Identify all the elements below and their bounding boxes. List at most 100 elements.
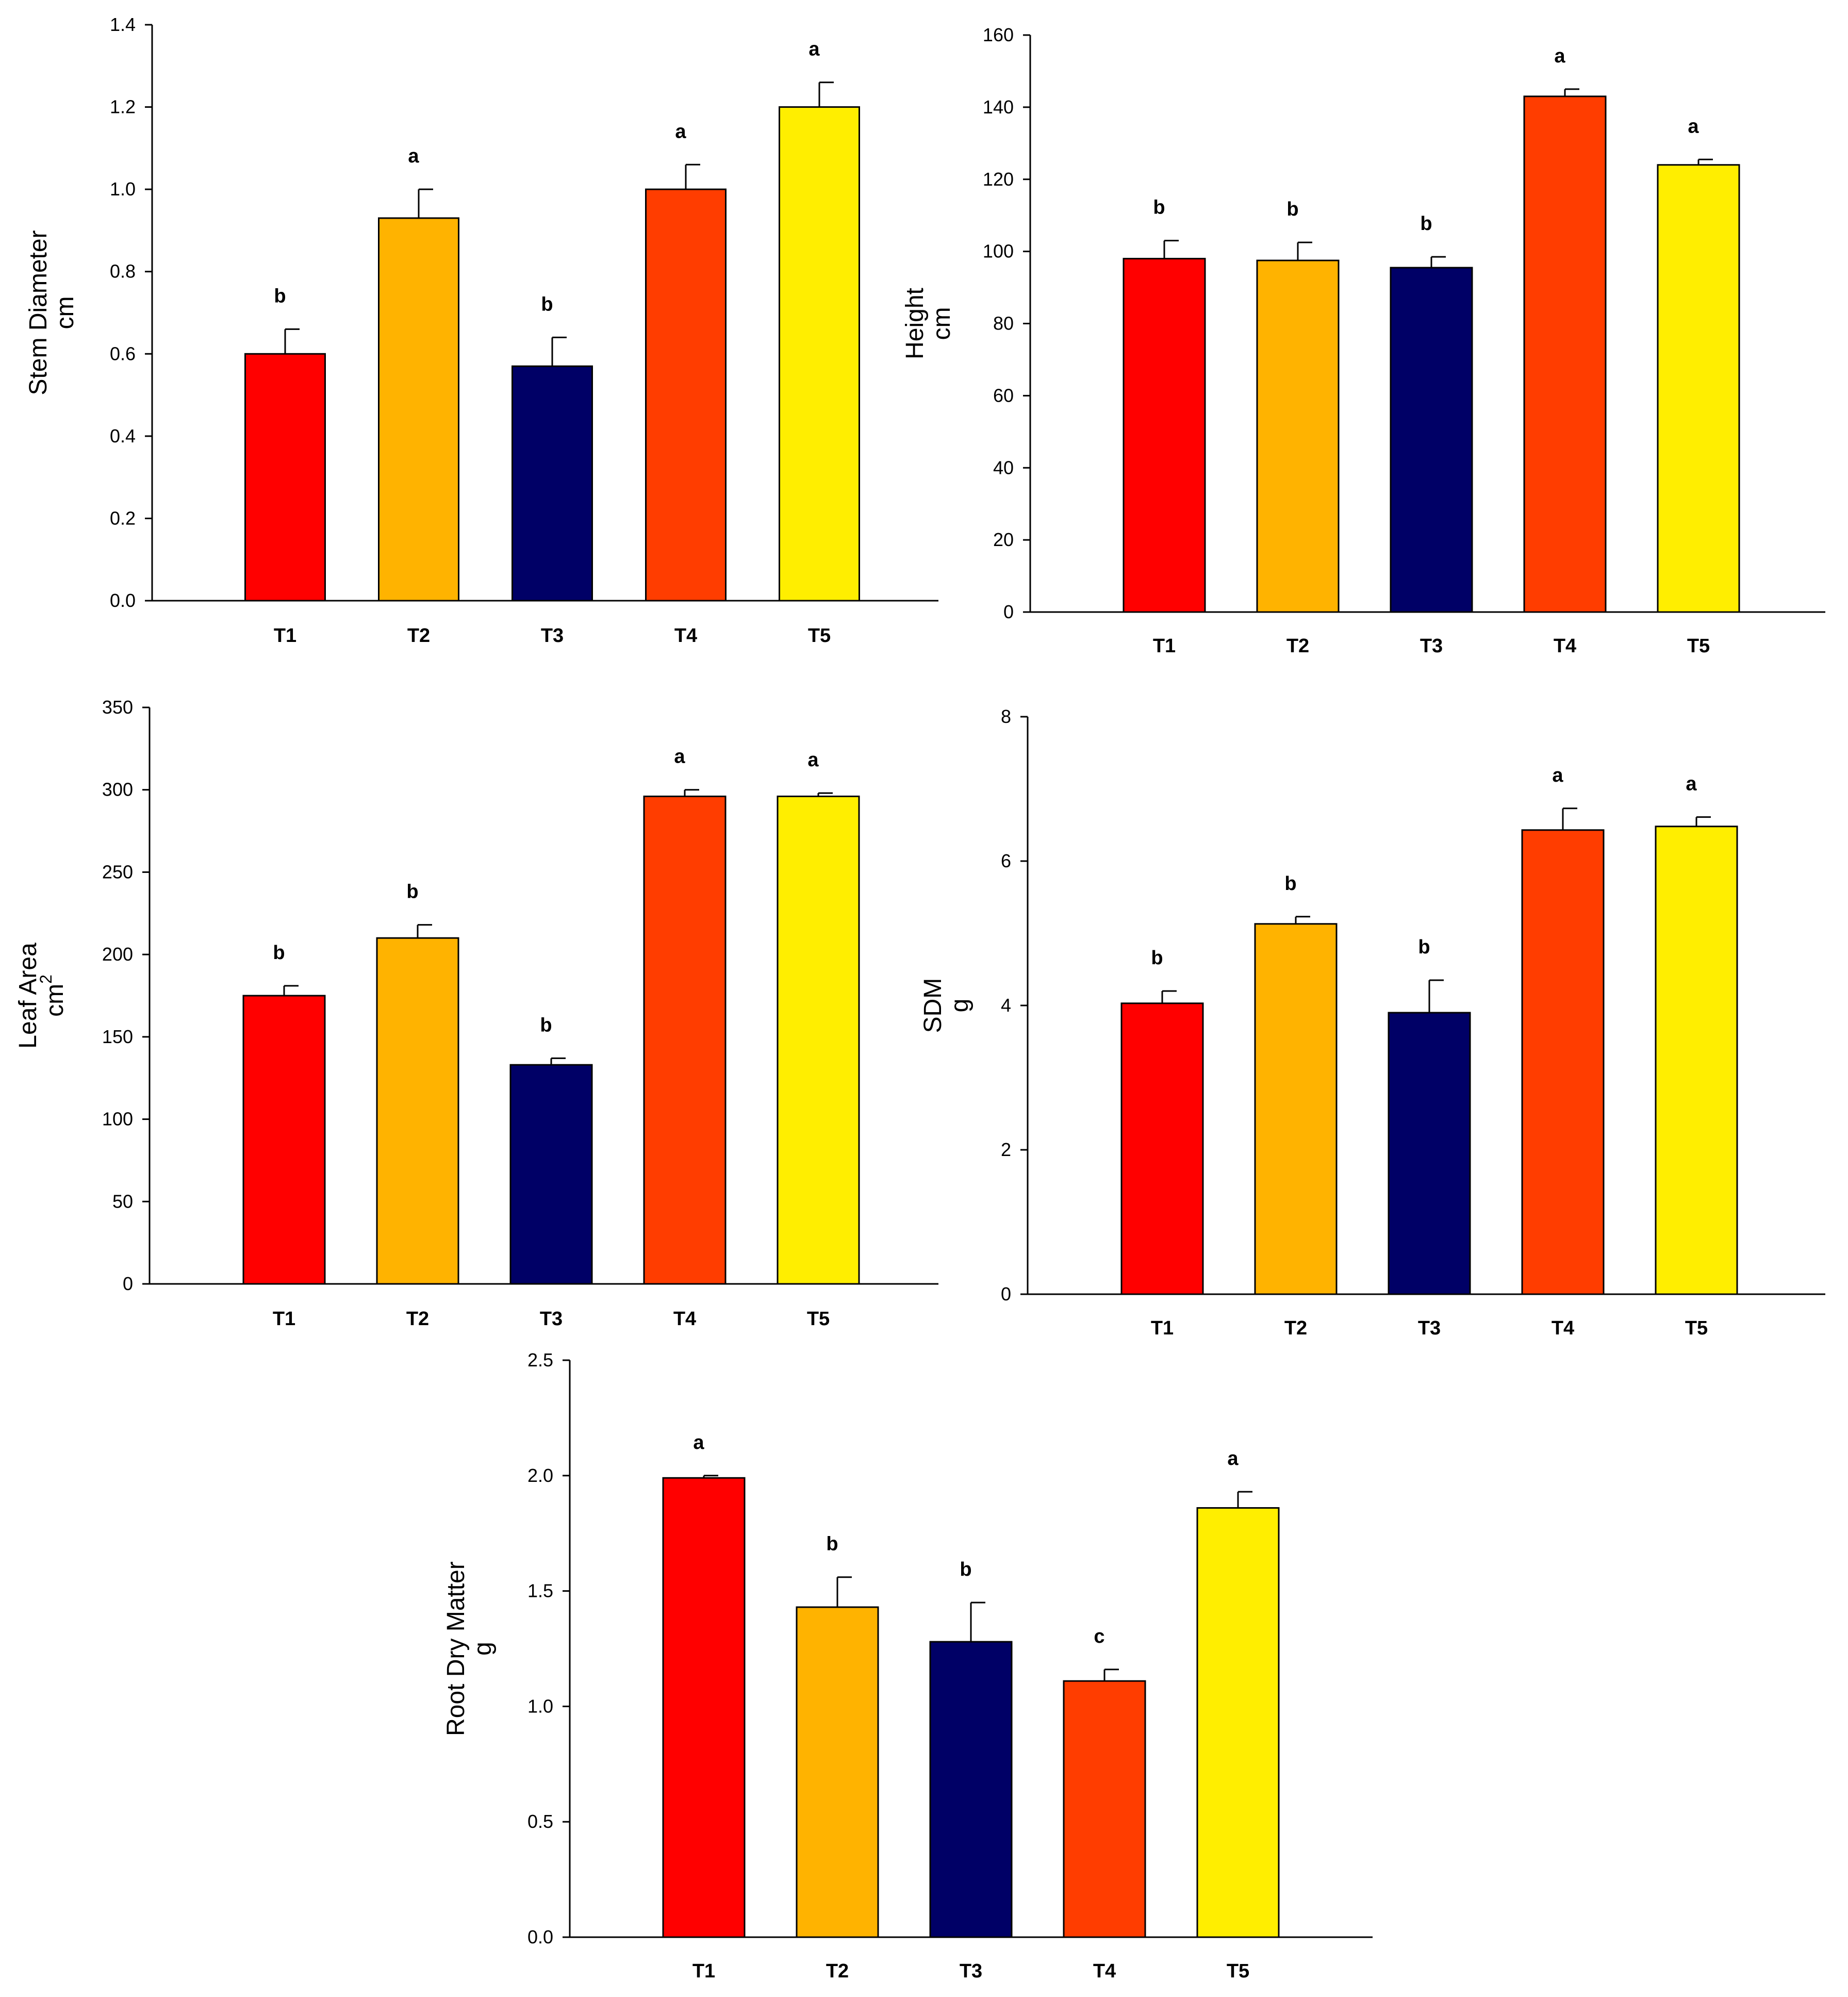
leaf-area-significance-t5: a bbox=[807, 749, 819, 771]
height-y-tick-label: 20 bbox=[993, 529, 1014, 550]
root-dry-matter-panel: 0.0 0.5 1.0 1.5 2.0 2.5 a T1 b T2 b T3 c T4 a T5 Root Dr… bbox=[442, 1349, 1373, 1982]
stem-diameter-y-tick-label: 0.8 bbox=[110, 261, 136, 282]
stem-diameter-y-tick-label: 0.2 bbox=[110, 507, 136, 529]
root-dry-matter-unit: g bbox=[469, 1642, 497, 1656]
height-category-label-t4: T4 bbox=[1554, 635, 1576, 657]
leaf-area-unit-superscript: 2 bbox=[37, 975, 55, 984]
height-significance-t1: b bbox=[1153, 197, 1165, 219]
height-panel: 0 20 40 60 80 100 120 140 160 b T1 b T2 b T3 a T4 a T5 Heig… bbox=[901, 24, 1825, 657]
sdm-category-label-t4: T4 bbox=[1552, 1317, 1574, 1339]
leaf-area-bar-t2 bbox=[376, 937, 459, 1285]
height-y-tick-label: 140 bbox=[983, 96, 1014, 118]
sdm-bar-t2 bbox=[1254, 923, 1338, 1295]
stem-diameter-significance-t5: a bbox=[808, 39, 820, 60]
root-dry-matter-category-label-t3: T3 bbox=[960, 1960, 982, 1982]
height-y-tick-label: 80 bbox=[993, 313, 1014, 334]
height-bar-t5 bbox=[1657, 164, 1740, 613]
leaf-area-significance-t1: b bbox=[273, 942, 285, 964]
stem-diameter-y-tick-label: 1.0 bbox=[110, 178, 136, 200]
leaf-area-unit: cm bbox=[41, 984, 69, 1017]
sdm-bar-t3 bbox=[1388, 1012, 1471, 1295]
leaf-area-y-tick-label: 150 bbox=[102, 1026, 133, 1047]
leaf-area-y-tick-label: 50 bbox=[112, 1191, 133, 1212]
stem-diameter-y-axis-title: Stem Diameter cm bbox=[25, 230, 79, 395]
root-dry-matter-category-label-t2: T2 bbox=[826, 1960, 849, 1982]
root-dry-matter-bar-t1 bbox=[662, 1477, 746, 1938]
stem-diameter-bar-t4 bbox=[645, 188, 727, 602]
root-dry-matter-y-tick-label: 2.0 bbox=[527, 1465, 553, 1486]
root-dry-matter-y-tick-label: 1.0 bbox=[527, 1695, 553, 1717]
stem-diameter-y-tick-label: 0.0 bbox=[110, 590, 136, 611]
sdm-category-label-t1: T1 bbox=[1151, 1317, 1174, 1339]
leaf-area-category-label-t2: T2 bbox=[406, 1308, 429, 1330]
sdm-significance-t4: a bbox=[1552, 765, 1563, 786]
height-category-label-t1: T1 bbox=[1153, 635, 1176, 657]
height-category-label-t3: T3 bbox=[1420, 635, 1443, 657]
sdm-significance-t3: b bbox=[1418, 936, 1430, 958]
height-y-tick-label: 40 bbox=[993, 457, 1014, 478]
sdm-panel: 0 2 4 6 8 b T1 b T2 b T3 a T4 a T5 SDM g bbox=[919, 706, 1825, 1339]
height-y-tick-label: 100 bbox=[983, 241, 1014, 262]
leaf-area-bar-t1 bbox=[242, 995, 326, 1285]
height-bar-t2 bbox=[1256, 259, 1340, 613]
leaf-area-y-tick-label: 100 bbox=[102, 1109, 133, 1130]
root-dry-matter-y-tick-label: 0.0 bbox=[527, 1926, 553, 1948]
stem-diameter-bar-t5 bbox=[779, 106, 860, 602]
root-dry-matter-y-axis-title-main: Root Dry Matter bbox=[442, 1561, 470, 1736]
root-dry-matter-significance-t1: a bbox=[693, 1432, 704, 1454]
height-bar-t4 bbox=[1523, 95, 1607, 613]
leaf-area-bar-t4 bbox=[643, 795, 727, 1285]
sdm-y-tick-label: 6 bbox=[1001, 850, 1011, 871]
leaf-area-y-tick-label: 200 bbox=[102, 944, 133, 965]
height-significance-t4: a bbox=[1554, 45, 1565, 67]
leaf-area-bar-t3 bbox=[509, 1064, 593, 1285]
sdm-y-axis-title: SDM g bbox=[919, 978, 974, 1033]
sdm-category-label-t5: T5 bbox=[1685, 1317, 1708, 1339]
root-dry-matter-significance-t2: b bbox=[826, 1533, 838, 1555]
stem-diameter-y-tick-label: 0.6 bbox=[110, 343, 136, 364]
root-dry-matter-y-tick-label: 0.5 bbox=[527, 1811, 553, 1832]
stem-diameter-y-tick-label: 1.4 bbox=[110, 14, 136, 35]
stem-diameter-y-tick-label: 1.2 bbox=[110, 96, 136, 118]
root-dry-matter-category-label-t1: T1 bbox=[692, 1960, 715, 1982]
sdm-y-axis-title-main: SDM bbox=[919, 978, 947, 1033]
sdm-y-tick-label: 4 bbox=[1001, 995, 1011, 1016]
leaf-area-category-label-t1: T1 bbox=[273, 1308, 295, 1330]
stem-diameter-category-label-t5: T5 bbox=[808, 625, 831, 647]
height-y-axis-title-main: Height bbox=[901, 288, 929, 359]
sdm-unit: g bbox=[946, 999, 974, 1013]
stem-diameter-significance-t3: b bbox=[541, 293, 553, 315]
stem-diameter-y-tick-label: 0.4 bbox=[110, 425, 136, 447]
leaf-area-y-axis-title: Leaf Area cm2 bbox=[14, 943, 69, 1049]
height-category-label-t2: T2 bbox=[1286, 635, 1309, 657]
root-dry-matter-y-axis-title-unit: g bbox=[469, 1642, 497, 1656]
height-bar-t3 bbox=[1390, 267, 1473, 613]
stem-diameter-y-axis-title-unit: cm bbox=[52, 296, 79, 329]
leaf-area-category-label-t4: T4 bbox=[673, 1308, 696, 1330]
leaf-area-y-tick-label: 300 bbox=[102, 779, 133, 800]
leaf-area-significance-t2: b bbox=[406, 881, 418, 903]
root-dry-matter-y-axis-title: Root Dry Matter g bbox=[442, 1561, 497, 1736]
sdm-bar-t5 bbox=[1655, 826, 1738, 1295]
root-dry-matter-category-label-t5: T5 bbox=[1227, 1960, 1249, 1982]
root-dry-matter-y-tick-label: 2.5 bbox=[527, 1349, 553, 1371]
leaf-area-y-tick-label: 350 bbox=[102, 697, 133, 718]
height-significance-t5: a bbox=[1688, 115, 1699, 137]
stem-diameter-significance-t4: a bbox=[675, 121, 686, 142]
root-dry-matter-category-label-t4: T4 bbox=[1093, 1960, 1116, 1982]
height-significance-t3: b bbox=[1420, 213, 1432, 235]
stem-diameter-significance-t2: a bbox=[408, 145, 419, 167]
sdm-significance-t2: b bbox=[1284, 873, 1296, 895]
height-unit: cm bbox=[928, 307, 955, 340]
root-dry-matter-bar-t3 bbox=[929, 1641, 1013, 1938]
leaf-area-category-label-t5: T5 bbox=[807, 1308, 830, 1330]
height-y-tick-label: 0 bbox=[1003, 601, 1014, 622]
height-y-axis-title: Height cm bbox=[901, 288, 955, 359]
height-y-tick-label: 60 bbox=[993, 385, 1014, 406]
stem-diameter-significance-t1: b bbox=[274, 285, 286, 307]
height-category-label-t5: T5 bbox=[1687, 635, 1710, 657]
leaf-area-y-axis-title-unit: cm2 bbox=[37, 975, 69, 1017]
sdm-y-tick-label: 8 bbox=[1001, 706, 1011, 727]
root-dry-matter-bar-t5 bbox=[1196, 1507, 1280, 1938]
